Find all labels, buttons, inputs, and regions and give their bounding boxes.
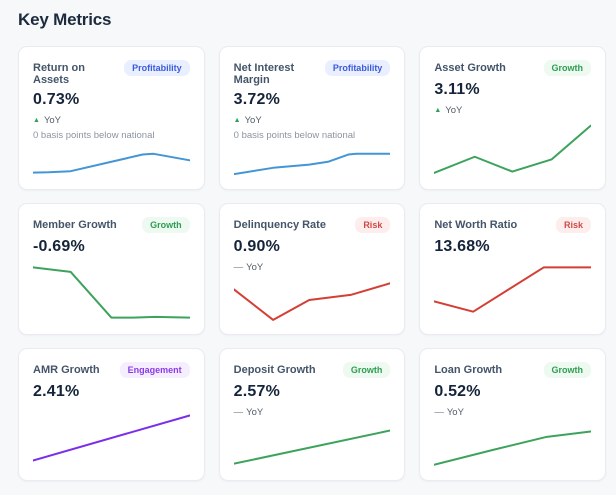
sparkline-chart [434,123,591,177]
sparkline-path [33,416,190,461]
yoy-indicator: — YoY [434,407,591,418]
sparkline-chart [33,263,190,322]
yoy-label: YoY [246,407,264,418]
metric-card[interactable]: Net Interest Margin Profitability 3.72% ▲ Yo… [218,46,406,190]
yoy-label: YoY [43,115,62,126]
yoy-label: YoY [246,262,264,273]
card-header: Delinquency Rate Risk [234,217,391,233]
metric-card[interactable]: Net Worth Ratio Risk 13.68% [419,203,606,335]
metric-title: AMR Growth [33,364,100,376]
sparkline-chart [234,425,391,468]
metric-card[interactable]: Member Growth Growth -0.69% [18,203,205,335]
category-badge: Growth [342,362,391,378]
metric-value: 0.73% [33,91,80,108]
metric-card[interactable]: Delinquency Rate Risk 0.90% — YoY [218,203,406,335]
metric-card[interactable]: Return on Assets Profitability 0.73% ▲ YoY 0 … [18,46,205,190]
metric-card[interactable]: Asset Growth Growth 3.11% ▲ YoY [419,46,606,190]
category-badge: Profitability [124,60,190,76]
metric-value: 3.11% [434,81,480,98]
card-header: Asset Growth Growth [434,60,591,76]
category-badge: Risk [555,217,591,233]
card-header: Return on Assets Profitability [33,60,190,86]
sparkline-path [234,430,391,463]
key-metrics-page: Key Metrics Return on Assets Profitabilit… [18,10,606,481]
metric-card[interactable]: Deposit Growth Growth 2.57% — YoY [218,348,406,481]
card-header: Loan Growth Growth [434,362,591,378]
yoy-indicator: ▲ YoY [234,115,391,126]
metric-title: Loan Growth [434,364,503,376]
metric-title: Asset Growth [434,62,506,74]
metric-value: 3.72% [233,91,281,108]
yoy-indicator: — YoY [234,262,391,273]
national-comparison-text: 0 basis points below national [33,130,155,141]
metric-value: -0.69% [33,238,85,255]
trend-up-arrow-icon: ▲ [434,107,442,114]
trend-flat-dash-icon: — [233,407,243,418]
metric-title: Net Interest Margin [233,62,295,86]
sparkline-path [33,267,190,317]
sparkline-chart [234,148,391,177]
trend-up-arrow-icon: ▲ [233,117,241,124]
metric-value: 2.41% [33,383,80,400]
card-header: Deposit Growth Growth [234,362,391,378]
sparkline-path [234,154,391,174]
metric-card[interactable]: Loan Growth Growth 0.52% — YoY [419,348,606,481]
card-header: Net Interest Margin Profitability [234,60,391,86]
sparkline-chart [33,408,190,468]
metric-value: 0.90% [233,238,281,255]
metric-title: Deposit Growth [233,364,316,376]
category-badge: Profitability [324,60,391,76]
trend-up-arrow-icon: ▲ [33,117,40,124]
metric-title: Return on Assets [33,62,85,86]
metrics-grid: Return on Assets Profitability 0.73% ▲ YoY 0 … [18,46,606,481]
card-header: Net Worth Ratio Risk [434,217,591,233]
category-badge: Engagement [119,362,190,378]
sparkline-chart [434,425,591,468]
yoy-label: YoY [244,115,262,126]
metric-title: Net Worth Ratio [434,219,518,231]
sparkline-path [434,126,591,173]
category-badge: Risk [355,217,391,233]
metric-title: Member Growth [33,219,117,231]
card-header: Member Growth Growth [33,217,190,233]
sparkline-chart [33,148,190,177]
sparkline-path [33,154,190,173]
sparkline-path [434,267,591,311]
sparkline-path [234,283,391,320]
sparkline-chart [434,263,591,322]
metric-title: Delinquency Rate [233,219,326,231]
category-badge: Growth [543,362,591,378]
sparkline-path [434,431,591,464]
yoy-indicator: ▲ YoY [33,115,190,126]
trend-flat-dash-icon: — [434,407,443,418]
yoy-label: YoY [446,407,464,418]
metric-value: 0.52% [434,383,481,400]
metric-value: 2.57% [233,383,281,400]
category-badge: Growth [142,217,190,233]
metric-value: 13.68% [434,238,490,255]
card-header: AMR Growth Engagement [33,362,190,378]
category-badge: Growth [543,60,591,76]
sparkline-chart [234,280,391,322]
national-comparison-text: 0 basis points below national [233,130,356,141]
metric-card[interactable]: AMR Growth Engagement 2.41% [18,348,205,481]
yoy-indicator: — YoY [234,407,391,418]
yoy-indicator: ▲ YoY [434,105,591,116]
trend-flat-dash-icon: — [233,262,243,273]
yoy-label: YoY [445,105,463,116]
page-title: Key Metrics [18,10,112,29]
